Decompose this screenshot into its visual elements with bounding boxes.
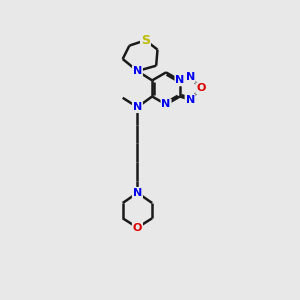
Text: N: N xyxy=(185,72,195,82)
Text: N: N xyxy=(133,66,142,76)
Text: N: N xyxy=(133,102,142,112)
Text: N: N xyxy=(133,188,142,198)
Text: O: O xyxy=(133,223,142,232)
Text: N: N xyxy=(185,95,195,105)
Text: N: N xyxy=(161,100,171,110)
Text: O: O xyxy=(196,83,206,93)
Text: N: N xyxy=(175,75,184,85)
Text: S: S xyxy=(141,34,150,47)
